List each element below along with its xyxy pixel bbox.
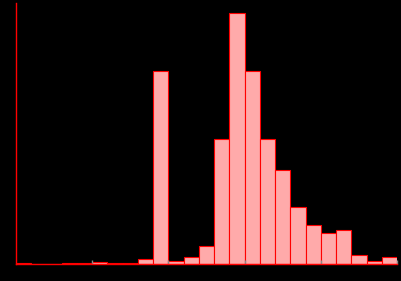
Bar: [290, 207, 306, 264]
Bar: [199, 246, 214, 264]
Bar: [138, 259, 153, 264]
Bar: [382, 257, 397, 264]
Bar: [16, 263, 31, 264]
Bar: [62, 263, 77, 264]
Bar: [275, 170, 290, 264]
Bar: [336, 230, 351, 264]
Bar: [321, 233, 336, 264]
Bar: [168, 261, 184, 264]
Bar: [92, 262, 107, 264]
Bar: [77, 263, 92, 264]
Bar: [123, 262, 138, 264]
Bar: [306, 225, 321, 264]
Bar: [184, 257, 199, 264]
Bar: [351, 255, 367, 264]
Bar: [229, 13, 245, 264]
Bar: [367, 261, 382, 264]
Bar: [153, 71, 168, 264]
Bar: [107, 263, 123, 264]
Bar: [214, 139, 229, 264]
Bar: [260, 139, 275, 264]
Bar: [245, 71, 260, 264]
